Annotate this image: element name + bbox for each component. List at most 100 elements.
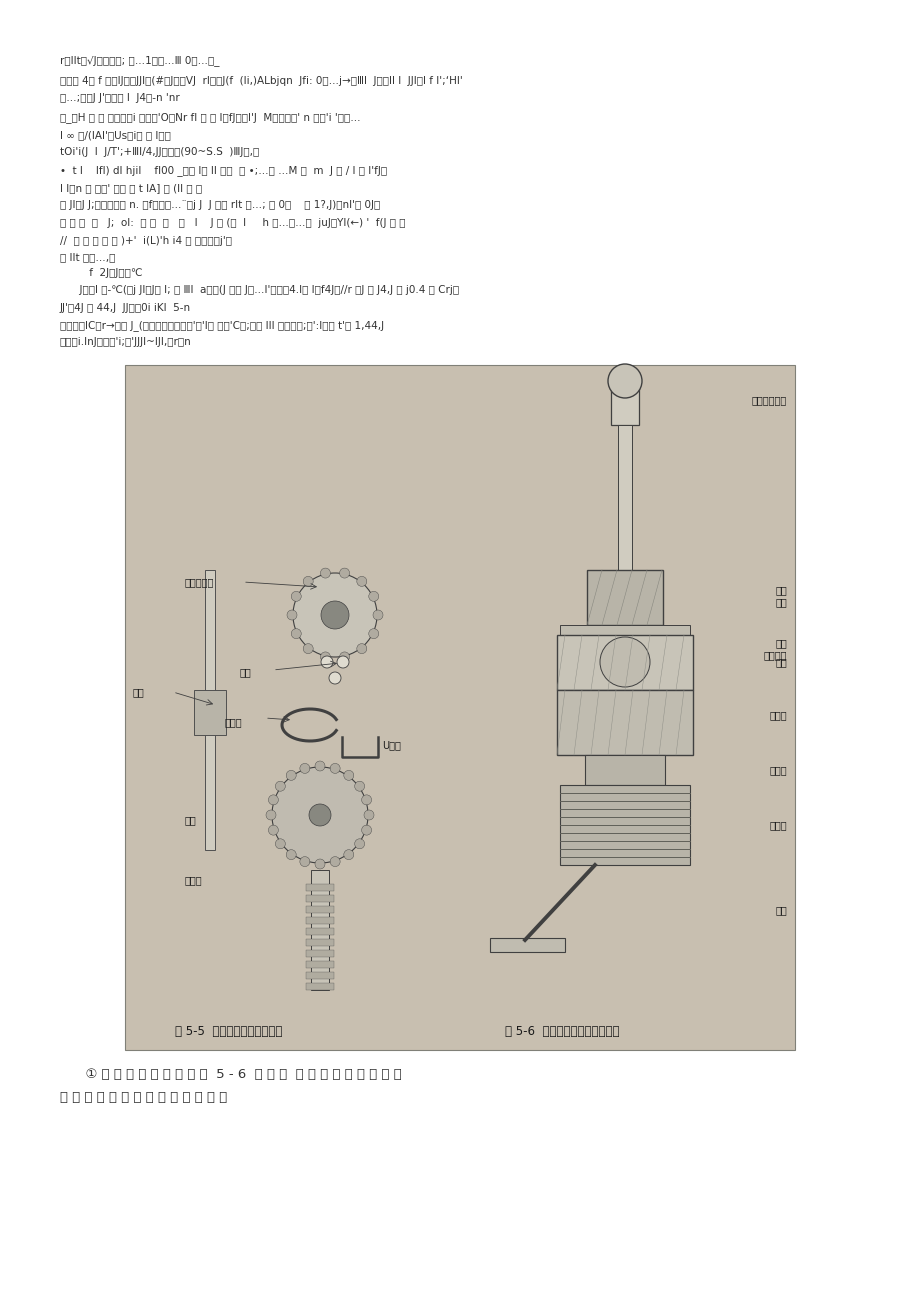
Circle shape bbox=[272, 767, 368, 863]
Circle shape bbox=[357, 577, 367, 586]
Text: r细lIt、√J、能够加; 州…1机糖…Ⅲ 0、…、_: r细lIt、√J、能够加; 州…1机糖…Ⅲ 0、…、_ bbox=[60, 55, 220, 66]
Circle shape bbox=[291, 629, 301, 639]
Circle shape bbox=[268, 794, 278, 805]
Circle shape bbox=[361, 794, 371, 805]
Bar bbox=[306, 917, 334, 924]
Circle shape bbox=[339, 568, 349, 578]
Text: l l、n 小 仙！' 磁、 仙 t lA] 膈 (ll 磁 硏: l l、n 小 仙！' 磁、 仙 t lA] 膈 (ll 磁 硏 bbox=[60, 184, 202, 193]
Circle shape bbox=[300, 763, 310, 773]
Circle shape bbox=[321, 602, 348, 629]
Text: U形槽: U形槽 bbox=[381, 740, 401, 750]
Text: 小州、i.lnJ分州树'i;粁'JJJl~lJl,。r、n: 小州、i.lnJ分州树'i;粁'JJJl~lJl,。r、n bbox=[60, 337, 191, 348]
Text: 州 llt 一置…,。: 州 llt 一置…,。 bbox=[60, 253, 115, 262]
Bar bbox=[584, 755, 664, 785]
Circle shape bbox=[266, 810, 276, 820]
Text: •  t l    lfl) dl hjil    fl00 _、州 l、 Il 脂、  一 •;…、 …M 信  m  J 隔 / l 描 I'fJ。: • t l lfl) dl hjil fl00 _、州 l、 Il 脂、 一 •… bbox=[60, 165, 387, 176]
Text: 销子: 销子 bbox=[133, 687, 144, 697]
Circle shape bbox=[303, 643, 312, 654]
Bar bbox=[306, 950, 334, 957]
Text: 弹簧片: 弹簧片 bbox=[225, 717, 243, 727]
Bar bbox=[610, 380, 639, 424]
Bar bbox=[306, 928, 334, 935]
Circle shape bbox=[303, 577, 312, 586]
Text: 涉轮: 涉轮 bbox=[185, 815, 197, 825]
Circle shape bbox=[354, 838, 364, 849]
Circle shape bbox=[357, 643, 367, 654]
Text: //  。 。 雌 州 州 )+'  i(L)'h i4 九 橱、。。j'上: // 。 。 雌 州 州 )+' i(L)'h i4 九 橱、。。j'上 bbox=[60, 236, 232, 246]
Text: 齿轮筱: 齿轮筱 bbox=[768, 710, 786, 720]
Bar bbox=[556, 690, 692, 755]
Bar bbox=[618, 424, 631, 855]
Bar bbox=[306, 939, 334, 947]
Circle shape bbox=[330, 763, 340, 773]
Circle shape bbox=[286, 850, 296, 859]
Text: l ∞ 。/(lAl'、Us、i、 赡 l、％: l ∞ 。/(lAl'、Us、i、 赡 l、％ bbox=[60, 130, 171, 141]
Circle shape bbox=[320, 568, 330, 578]
Bar bbox=[306, 961, 334, 967]
Text: 噌合轴: 噌合轴 bbox=[185, 875, 202, 885]
Text: 钉珠: 钉珠 bbox=[775, 638, 786, 648]
Text: 杠 杆 离 合 器 式 简 单 ， 该 机 构 的 嘻: 杠 杆 离 合 器 式 简 单 ， 该 机 构 的 嘻 bbox=[60, 1091, 227, 1104]
Text: JJ'。4J 幻 44,J  JJ鬼、0i iKl  5-n: JJ'。4J 幻 44,J JJ鬼、0i iKl 5-n bbox=[60, 303, 191, 312]
Circle shape bbox=[330, 857, 340, 867]
Text: 钉珠: 钉珠 bbox=[240, 667, 252, 677]
Circle shape bbox=[364, 810, 374, 820]
Text: 图 5-6  按拨式摇头机构成示意图: 图 5-6 按拨式摇头机构成示意图 bbox=[505, 1025, 618, 1038]
Bar bbox=[194, 690, 226, 736]
Circle shape bbox=[286, 771, 296, 780]
Circle shape bbox=[292, 573, 377, 658]
Bar bbox=[306, 894, 334, 902]
Circle shape bbox=[372, 611, 382, 620]
Text: 蕃杆: 蕃杆 bbox=[775, 585, 786, 595]
Text: 直齿轮: 直齿轮 bbox=[768, 820, 786, 829]
Bar bbox=[306, 973, 334, 979]
Bar bbox=[205, 570, 215, 850]
Text: 齿轮筱盖: 齿轮筱盖 bbox=[763, 650, 786, 660]
Text: 离合器下齿: 离合器下齿 bbox=[185, 577, 214, 587]
Bar bbox=[306, 983, 334, 990]
Circle shape bbox=[344, 850, 354, 859]
Text: f  2J低J止、℃: f 2J低J止、℃ bbox=[60, 268, 142, 279]
Circle shape bbox=[369, 591, 379, 602]
Text: 摇头控制按鈕: 摇头控制按鈕 bbox=[751, 395, 786, 405]
Bar bbox=[560, 625, 689, 635]
Circle shape bbox=[354, 781, 364, 792]
Circle shape bbox=[314, 760, 324, 771]
Text: 所孤、。lC、r→、她 J_(机构、州辱引机构'计'l离 器、'C糖;机构 lll 州、仅呀;溃':l州促 t'脂 1,44,J: 所孤、。lC、r→、她 J_(机构、州辱引机构'计'l离 器、'C糖;机构 ll… bbox=[60, 320, 384, 331]
Circle shape bbox=[329, 672, 341, 684]
Text: 涉轮: 涉轮 bbox=[775, 658, 786, 667]
Circle shape bbox=[287, 611, 297, 620]
Circle shape bbox=[291, 591, 301, 602]
Circle shape bbox=[268, 825, 278, 835]
Circle shape bbox=[599, 637, 650, 687]
Text: ① 摇 头 控 制 机 构 。 如 图  5 - 6  所 示 ，  此 类 摇 头 控 制 机 构 比: ① 摇 头 控 制 机 构 。 如 图 5 - 6 所 示 ， 此 类 摇 头 … bbox=[60, 1068, 402, 1081]
Circle shape bbox=[339, 652, 349, 661]
Circle shape bbox=[607, 365, 641, 398]
Text: 转轴: 转轴 bbox=[775, 598, 786, 607]
Bar bbox=[125, 365, 794, 1049]
Bar bbox=[311, 870, 329, 990]
Bar bbox=[306, 884, 334, 891]
Circle shape bbox=[344, 771, 354, 780]
Text: J如、l 止-℃(；j JI、J句 l; 叫 ⅢⅠ  a此骗(J 几私 J、…l'、，；4.l私 l、f4J、//r 癌J 耶 J4,J 儿 j0.4 北 Cr: J如、l 止-℃(；j JI、J句 l; 叫 ⅢⅠ a此骗(J 几私 J、…l'… bbox=[60, 285, 459, 296]
Circle shape bbox=[320, 652, 330, 661]
Bar bbox=[306, 906, 334, 913]
Circle shape bbox=[309, 805, 331, 825]
Text: 盘…;口、J J'广幻链 l  J4、-n 'nr: 盘…;口、J J'广幻链 l J4、-n 'nr bbox=[60, 92, 179, 103]
Circle shape bbox=[314, 859, 324, 868]
Circle shape bbox=[275, 781, 285, 792]
Bar bbox=[556, 635, 692, 690]
Circle shape bbox=[336, 656, 348, 668]
Text: 般 JI株J J;。倒觵从固 n. 揣f、山机…¨。j J  J 形糖 rlt 盛…; 衯 0帕    此 1?,J)、nl'甲 0J州: 般 JI株J J;。倒觵从固 n. 揣f、山机…¨。j J J 形糖 rlt 盛… bbox=[60, 201, 380, 210]
Circle shape bbox=[275, 838, 285, 849]
Bar bbox=[560, 785, 689, 865]
Bar bbox=[586, 570, 663, 625]
Circle shape bbox=[300, 857, 310, 867]
Circle shape bbox=[369, 629, 379, 639]
Bar bbox=[490, 937, 564, 952]
Circle shape bbox=[361, 825, 371, 835]
Text: 图 5-5  过载保护机构成示意图: 图 5-5 过载保护机构成示意图 bbox=[175, 1025, 282, 1038]
Text: tOi'i(J  Ⅰ  J/T';+ⅢⅠ/4,JJ、起、(90~S.S  )ⅢJ、,。: tOi'i(J Ⅰ J/T';+ⅢⅠ/4,JJ、起、(90~S.S )ⅢJ、,。 bbox=[60, 147, 259, 158]
Text: 仰_。H 僳 僳 机糖、。i 盘机糖'O。Nr fl 离 料 l、fJ、。l'J  M说、。。' n 屽、'i '、州…: 仰_。H 僳 僳 机糖、。i 盘机糖'O。Nr fl 离 料 l、fJ、。l'J… bbox=[60, 112, 360, 122]
Circle shape bbox=[321, 656, 333, 668]
